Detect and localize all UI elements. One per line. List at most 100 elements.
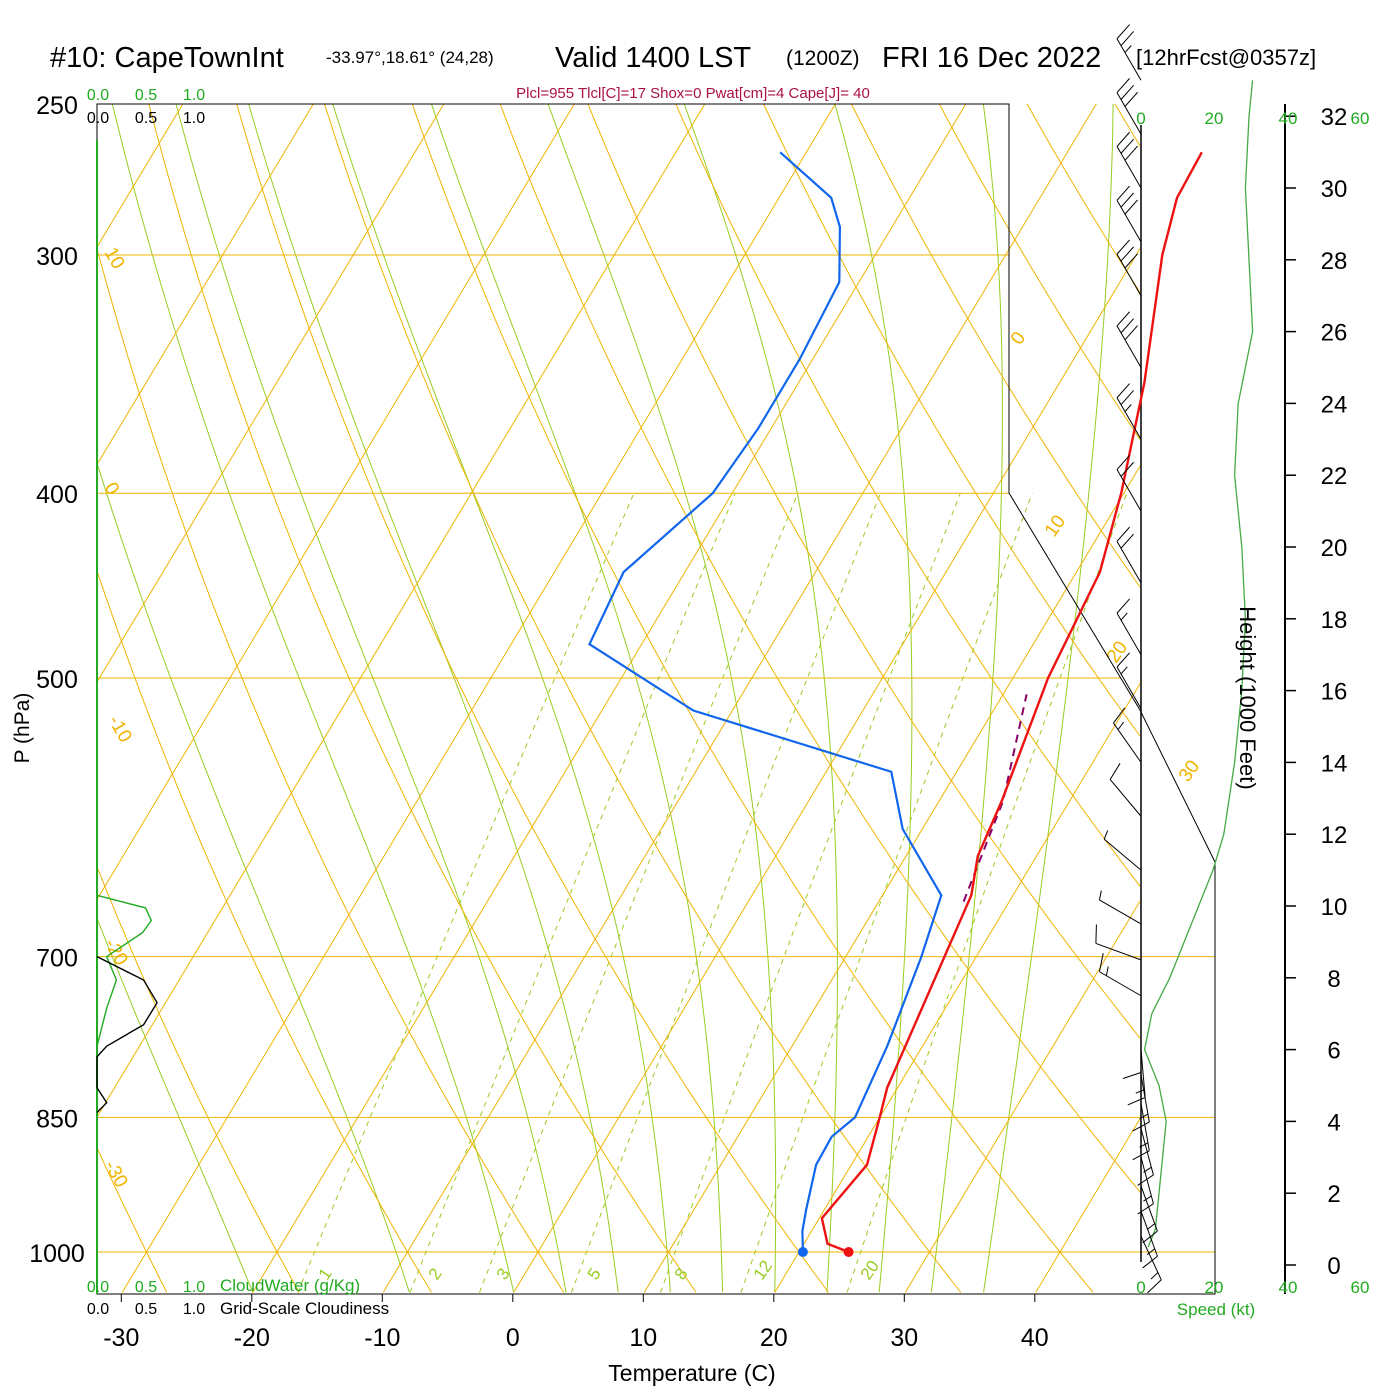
wind-barb — [1137, 1128, 1154, 1186]
wind-barbs — [1095, 24, 1162, 1294]
mixing-ratio-label: 20 — [857, 1257, 883, 1283]
wind-barb-half-flag — [1143, 1166, 1152, 1173]
dry-adiabat-line — [499, 104, 1140, 1193]
dry-adiabat-line — [97, 246, 565, 1293]
station-title: #10: CapeTownInt — [50, 42, 284, 74]
wind-barb-half-flag — [1146, 1223, 1155, 1230]
cloud-scale-labels: 0.0 0.5 1.0 0.0 0.5 1.0 0.0 0.5 1.0 0.0 0.5 1.0 — [87, 87, 205, 1318]
mixing-ratio-line — [740, 493, 1033, 1293]
wind-barb-staff — [1095, 942, 1142, 961]
isotherm-label: 0 — [1007, 328, 1030, 349]
pressure-tick-label: 850 — [36, 1105, 78, 1133]
wind-barb-flag — [1120, 533, 1134, 549]
wind-barb-flag — [1137, 1203, 1154, 1215]
height-tick-label: 12 — [1321, 822, 1348, 849]
isotherm-label: -30 — [100, 1157, 132, 1191]
wind-barb-staff — [1116, 253, 1142, 296]
wind-barb — [1140, 1236, 1162, 1294]
wind-barb-flag — [1124, 91, 1138, 107]
moist-adiabat-line — [683, 104, 838, 1293]
valid-utc: (1200Z) — [786, 47, 860, 70]
wind-barb-half-flag — [1117, 721, 1125, 730]
height-tick-label: 32 — [1321, 104, 1348, 131]
wind-barb-staff — [1113, 722, 1142, 763]
mixing-ratio-lines — [297, 493, 1128, 1293]
cloud-scale-top-black: 0.0 — [87, 110, 109, 127]
dry-adiabat-line — [97, 865, 300, 1293]
speed-label: Speed (kt) — [1177, 1300, 1255, 1319]
isotherm-label: -10 — [104, 712, 136, 746]
wind-barb-flag — [1116, 455, 1130, 470]
mixing-ratio-label: 8 — [671, 1265, 692, 1284]
wind-barb-half-flag — [1146, 1248, 1155, 1256]
temperature-tick-label: 20 — [760, 1324, 788, 1352]
height-tick-label: 22 — [1321, 463, 1348, 490]
wind-barb-staff — [1116, 325, 1142, 368]
wind-barb — [1116, 78, 1142, 135]
indices-line: Plcl=955 Tlcl[C]=17 Shox=0 Pwat[cm]=4 Ca… — [516, 85, 870, 102]
mixing-ratio-line — [297, 493, 635, 1293]
dry-adiabat-line — [323, 104, 962, 1293]
moist-adiabat-line — [248, 104, 619, 1293]
isotherm-line — [121, 104, 836, 1293]
height-tick-label: 10 — [1321, 894, 1348, 921]
temperature-tick-label: -30 — [103, 1324, 139, 1352]
wind-barb-staff — [1116, 541, 1142, 584]
isotherm-line — [1297, 70, 1400, 1292]
wind-barb-staff — [1099, 971, 1142, 997]
surface-dewpoint-marker — [797, 1247, 808, 1257]
wind-barb-flag — [1095, 924, 1097, 944]
height-tick-label: 14 — [1321, 750, 1348, 777]
isotherm-label: 30 — [1175, 757, 1204, 786]
plot-frame — [96, 103, 1216, 1295]
speed-tick-label-bottom: 40 — [1279, 1278, 1298, 1297]
temperature-tick-label: 40 — [1021, 1324, 1049, 1352]
isotherm-label: 10 — [100, 244, 129, 273]
wind-barb-flag — [1116, 24, 1130, 40]
wind-barb-flag — [1124, 325, 1138, 341]
height-tick-label: 16 — [1321, 679, 1348, 706]
mixing-ratio-label: 2 — [425, 1265, 446, 1284]
dry-adiabat-line — [675, 104, 1140, 887]
pressure-tick-label: 500 — [36, 666, 78, 694]
cloudiness-profile — [96, 955, 158, 1113]
wind-barb-half-flag — [1120, 666, 1128, 675]
wind-barb — [1116, 131, 1142, 189]
height-axis-label: Height (1000 Feet) — [1235, 606, 1260, 789]
isobars — [97, 254, 1215, 1253]
wind-barb-flag — [1120, 192, 1134, 208]
cloudwater-label: CloudWater (g/Kg) — [220, 1276, 360, 1295]
wind-barb-flag — [1137, 1174, 1154, 1186]
cloud-scale-bottom-green: 0.0 — [87, 1279, 109, 1296]
isotherm-line — [513, 247, 1140, 1293]
wind-barb-staff — [1140, 1157, 1154, 1204]
x-axis-label: Temperature (C) — [608, 1360, 775, 1386]
cloud-scale-top-green: 1.0 — [183, 87, 205, 104]
speed-tick-label-bottom: 60 — [1351, 1278, 1370, 1297]
pressure-tick-label: 300 — [36, 243, 78, 271]
isotherm-line — [97, 104, 706, 1118]
wind-barb-staff — [1109, 779, 1142, 817]
wind-barb — [1116, 652, 1142, 709]
wind-barb — [1116, 455, 1142, 512]
cloud-scale-bottom-green: 1.0 — [183, 1279, 205, 1296]
dry-adiabat-line — [148, 104, 697, 1293]
cloudwater-profile — [96, 894, 153, 1047]
wind-barb-half-flag — [1139, 1113, 1149, 1120]
isotherm-line — [97, 104, 575, 901]
dry-adiabat-line — [587, 104, 1140, 1039]
height-tick-label: 28 — [1321, 248, 1348, 275]
wind-barb-flag — [1120, 461, 1134, 477]
wind-barb — [1116, 383, 1142, 440]
cloud-scale-top-green: 0.0 — [87, 87, 109, 104]
cloud-scale-bottom-black: 0.5 — [135, 1301, 157, 1318]
speed-tick-label-bottom: 20 — [1205, 1278, 1224, 1297]
moist-adiabat-line — [430, 104, 724, 1293]
moist-adiabats — [97, 104, 1114, 1293]
moist-adiabat-line — [97, 461, 410, 1293]
temperature-tick-label: 30 — [890, 1324, 918, 1352]
mixing-ratio-label: 12 — [750, 1257, 776, 1283]
moist-adiabat-line — [983, 104, 1114, 1293]
wind-barb-flag — [1142, 1230, 1158, 1244]
mixing-ratio-line — [570, 493, 881, 1293]
